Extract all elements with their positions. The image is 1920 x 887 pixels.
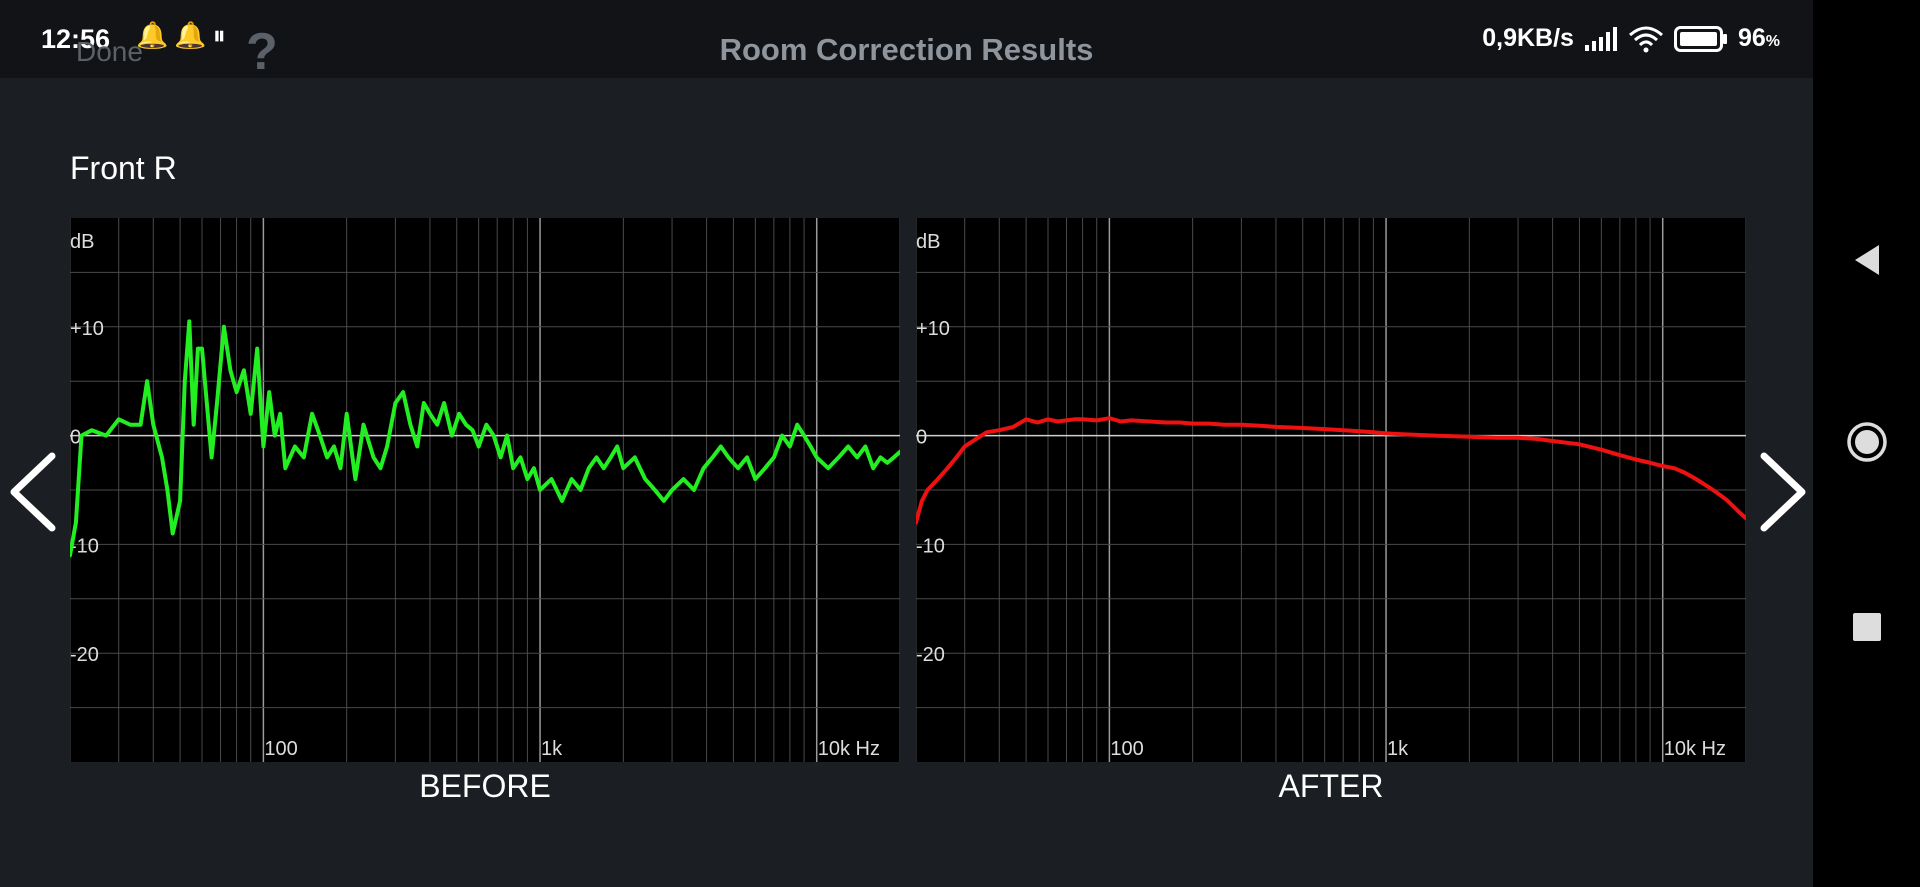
before-caption: BEFORE [419, 768, 551, 804]
response-curve [70, 319, 900, 558]
before-chart: dB +10 0 -10 -20 100 1k 10k Hz [70, 218, 900, 762]
x-tick-label: 1k [1387, 738, 1409, 760]
previous-channel-button[interactable] [4, 452, 64, 532]
system-home-button[interactable] [1839, 414, 1895, 470]
alarm-icon: 🔔 [174, 20, 213, 50]
after-chart: dB +10 0 -10 -20 100 1k 10k Hz [916, 218, 1746, 762]
network-speed: 0,9KB/s [1482, 24, 1574, 52]
recents-square-icon [1853, 613, 1881, 641]
after-chart-svg: dB +10 0 -10 -20 100 1k 10k Hz [916, 218, 1746, 762]
y-tick-label: 0 [70, 427, 81, 449]
y-tick-label: -10 [70, 535, 99, 557]
x-tick-label: 100 [264, 738, 297, 760]
system-recents-button[interactable] [1839, 599, 1895, 655]
y-tick-label: -20 [70, 644, 99, 666]
y-tick-label: +10 [70, 318, 104, 340]
y-unit-label: dB [916, 231, 940, 253]
status-time: 12:56 [41, 24, 111, 54]
x-tick-label: 100 [1110, 738, 1143, 760]
done-button[interactable]: Done [76, 36, 143, 67]
system-back-button[interactable] [1839, 232, 1895, 288]
after-caption: AFTER [1278, 768, 1384, 804]
response-curve [916, 416, 1746, 525]
back-triangle-icon [1855, 245, 1879, 275]
y-tick-label: 0 [916, 427, 927, 449]
app-window: 12:56 🔔🔔⏸ Done ? Room Correction Results… [0, 0, 1813, 804]
notification-icons: 🔔🔔⏸ [136, 20, 232, 52]
top-bar: 12:56 🔔🔔⏸ Done ? Room Correction Results… [0, 0, 1813, 81]
status-right: 0,9KB/s 96% [1482, 24, 1780, 53]
voice-icon: ⏸ [212, 20, 232, 50]
y-tick-label: -20 [916, 644, 945, 666]
battery-level: 96% [1737, 24, 1780, 52]
chevron-left-icon [10, 452, 56, 532]
chevron-right-icon [1760, 452, 1806, 532]
x-tick-label: 10k Hz [1664, 738, 1726, 760]
x-tick-label: 10k Hz [818, 738, 880, 760]
alarm-icon: 🔔 [136, 20, 175, 50]
next-channel-button[interactable] [1752, 452, 1812, 532]
channel-name: Front R [70, 150, 177, 186]
page-title: Room Correction Results [719, 32, 1094, 67]
x-tick-label: 1k [541, 738, 563, 760]
y-tick-label: -10 [916, 535, 945, 557]
system-navigation-bar [1813, 0, 1920, 887]
before-chart-svg: dB +10 0 -10 -20 100 1k 10k Hz [70, 218, 900, 762]
y-tick-label: +10 [916, 318, 950, 340]
battery-icon [1673, 25, 1727, 52]
home-circle-icon [1847, 422, 1887, 462]
signal-icon [1584, 26, 1617, 51]
wifi-icon [1628, 26, 1663, 52]
help-button[interactable]: ? [246, 23, 278, 81]
y-unit-label: dB [70, 231, 94, 253]
